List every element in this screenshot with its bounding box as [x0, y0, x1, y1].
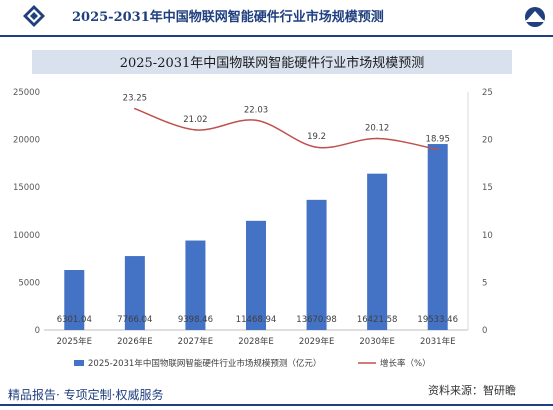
y-left-tick-label: 15000 — [13, 183, 40, 193]
y-right-tick-label: 15 — [482, 183, 493, 193]
bar — [306, 199, 327, 330]
y-left-tick-label: 25000 — [13, 88, 40, 98]
bar-value-label: 11468.94 — [236, 315, 277, 325]
chart-frame — [6, 42, 546, 382]
bar-value-label: 13670.98 — [296, 315, 337, 325]
corner-logo-icon — [525, 7, 545, 27]
y-left-tick-label: 20000 — [13, 136, 40, 146]
bar-value-label: 7766.04 — [117, 315, 152, 325]
legend-bar-swatch — [74, 360, 84, 366]
bar — [185, 240, 206, 330]
x-tick-label: 2028年E — [238, 336, 274, 347]
chart-title-band — [32, 50, 512, 74]
bar — [124, 256, 145, 330]
brand-logo-icon — [23, 5, 45, 27]
chart-title: 2025-2031年中国物联网智能硬件行业市场规模预测 — [119, 56, 425, 71]
x-tick-label: 2030年E — [359, 336, 395, 347]
y-left-tick-label: 0 — [35, 326, 40, 336]
bar-value-label: 6301.04 — [57, 315, 92, 325]
y-right-tick-label: 25 — [482, 88, 493, 98]
header-bar: 2025-2031年中国物联网智能硬件行业市场规模预测 — [0, 0, 553, 36]
legend-line-label: 增长率（%） — [380, 358, 431, 369]
y-right-tick-label: 0 — [482, 326, 487, 336]
legend-bar-label: 2025-2031年中国物联网智能硬件行业市场规模预测（亿元） — [88, 358, 321, 369]
growth-rate-point — [255, 119, 257, 122]
growth-rate-label: 19.2 — [307, 132, 326, 142]
growth-rate-label: 21.02 — [183, 115, 207, 125]
source-note: 资料来源：智研瞻 — [428, 382, 516, 398]
x-tick-label: 2026年E — [117, 336, 153, 347]
growth-rate-point — [376, 137, 378, 140]
footer-tagline: 精品报告· 专项定制·权威服务 — [8, 388, 164, 402]
bar — [427, 144, 448, 330]
x-tick-label: 2031年E — [420, 336, 456, 347]
bar-value-label: 16421.58 — [357, 315, 398, 325]
growth-rate-point — [194, 129, 197, 131]
bar-value-label: 9398.46 — [178, 315, 213, 325]
bar — [64, 270, 85, 330]
y-left-tick-label: 10000 — [13, 231, 40, 241]
growth-rate-line — [134, 107, 438, 151]
y-right-tick-label: 20 — [482, 136, 493, 146]
growth-rate-label: 23.25 — [123, 94, 147, 104]
y-left-tick-label: 5000 — [18, 278, 40, 288]
bar-value-label: 19533.46 — [417, 315, 458, 325]
growth-rate-point — [436, 148, 439, 151]
x-tick-label: 2025年E — [57, 336, 93, 347]
bar — [367, 173, 388, 330]
x-tick-label: 2027年E — [178, 336, 214, 347]
y-right-tick-label: 10 — [482, 231, 493, 241]
growth-rate-label: 18.95 — [426, 135, 450, 145]
x-tick-label: 2029年E — [299, 336, 335, 347]
growth-rate-label: 20.12 — [365, 123, 389, 133]
y-right-tick-label: 5 — [482, 278, 487, 288]
growth-rate-point — [315, 146, 318, 149]
bar — [246, 220, 266, 330]
footer-divider — [0, 404, 553, 406]
header-divider — [0, 35, 553, 37]
page-title: 2025-2031年中国物联网智能硬件行业市场规模预测 — [72, 10, 384, 25]
growth-rate-point — [134, 107, 136, 110]
growth-rate-label: 22.03 — [244, 105, 268, 115]
